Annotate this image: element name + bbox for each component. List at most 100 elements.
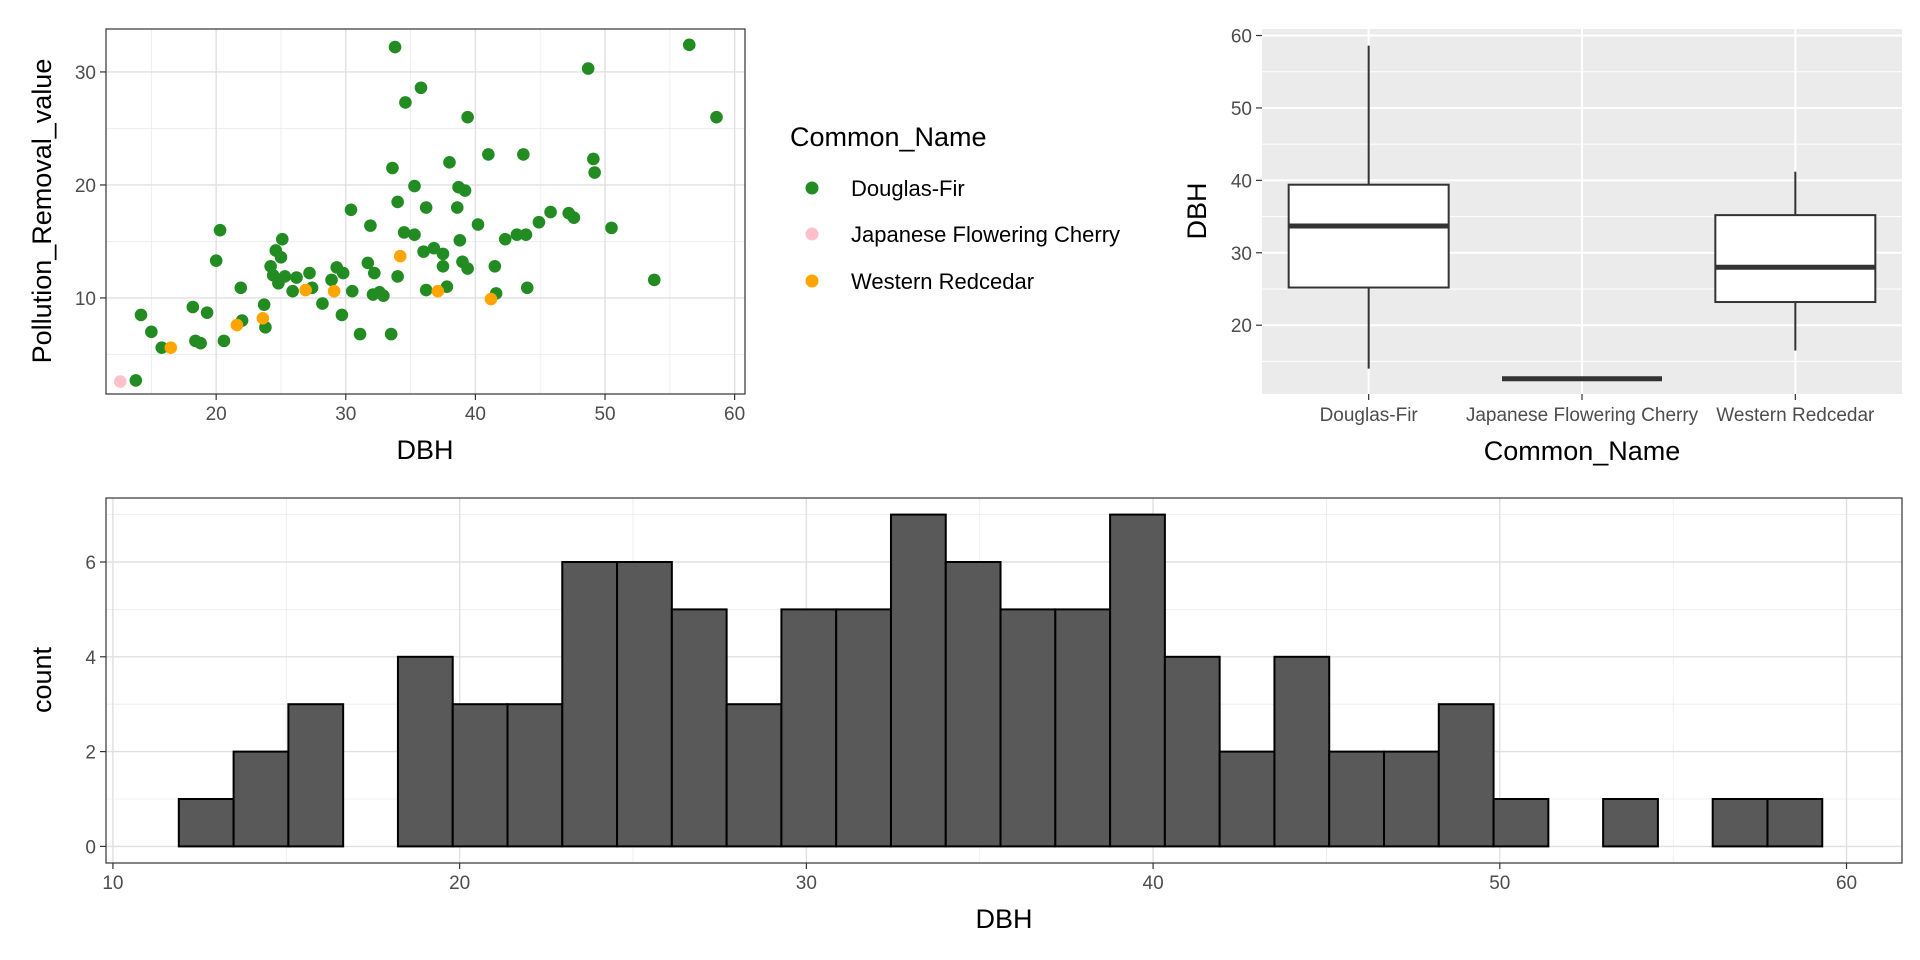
boxplot-y-axis-title: DBH bbox=[1182, 182, 1212, 239]
scatter-point-douglas-fir bbox=[364, 219, 377, 232]
scatter-point-douglas-fir bbox=[377, 289, 390, 302]
scatter-point-douglas-fir bbox=[257, 298, 271, 312]
legend-label-douglas-fir: Douglas-Fir bbox=[851, 176, 965, 201]
scatter-point-douglas-fir bbox=[186, 300, 200, 314]
legend-label-japanese-flowering-cherry: Japanese Flowering Cherry bbox=[851, 222, 1120, 247]
legend-item-western-redcedar: Western Redcedar bbox=[805, 269, 1034, 294]
scatter-point-douglas-fir bbox=[361, 256, 375, 270]
scatter-point-douglas-fir bbox=[217, 334, 231, 348]
scatter-panel-border bbox=[105, 28, 746, 395]
scatter-point-douglas-fir bbox=[234, 281, 248, 295]
scatter-point-douglas-fir bbox=[155, 341, 169, 354]
scatter-point-douglas-fir bbox=[145, 325, 158, 339]
legend-item-japanese-flowering-cherry: Japanese Flowering Cherry bbox=[805, 222, 1120, 247]
scatter-point-douglas-fir bbox=[605, 221, 618, 235]
legend-key-douglas-fir bbox=[805, 181, 819, 195]
boxplot-y-tick-label: 30 bbox=[1231, 244, 1252, 265]
histogram-bar bbox=[1383, 750, 1440, 848]
scatter-point-douglas-fir bbox=[209, 254, 223, 267]
scatter-point-douglas-fir bbox=[286, 284, 299, 298]
scatter-point-douglas-fir bbox=[682, 38, 696, 52]
boxplot-panel: 20 30 40 50 60 Douglas-Fir Japanese Flowering … bbox=[1182, 27, 1902, 466]
histogram-y-tick-label: 4 bbox=[85, 648, 96, 669]
scatter-point-douglas-fir bbox=[443, 156, 456, 169]
scatter-point-douglas-fir bbox=[213, 223, 227, 237]
scatter-x-tick-label: 40 bbox=[465, 404, 486, 425]
scatter-x-tick-label: 50 bbox=[594, 404, 615, 425]
scatter-point-douglas-fir bbox=[427, 241, 441, 255]
boxplot-x-tick-label: Douglas-Fir bbox=[1320, 405, 1419, 426]
histogram-panel: 10 20 30 40 50 60 0 2 4 6 DBH count bbox=[27, 497, 1903, 934]
legend-key-japanese-flowering-cherry bbox=[805, 227, 819, 241]
scatter-point-douglas-fir bbox=[461, 262, 474, 275]
histogram-y-tick-label: 0 bbox=[85, 837, 96, 858]
scatter-point-douglas-fir bbox=[647, 273, 661, 287]
scatter-point-douglas-fir bbox=[414, 81, 428, 95]
scatter-points bbox=[113, 38, 723, 388]
scatter-point-douglas-fir bbox=[498, 232, 512, 246]
histogram-bar bbox=[1218, 750, 1276, 848]
scatter-point-douglas-fir bbox=[368, 266, 381, 280]
scatter-point-douglas-fir bbox=[450, 201, 464, 214]
histogram-y-tick-label: 6 bbox=[85, 553, 96, 574]
scatter-point-douglas-fir bbox=[517, 148, 530, 161]
scatter-point-douglas-fir bbox=[388, 40, 402, 54]
histogram-x-tick-label: 20 bbox=[449, 873, 470, 894]
scatter-point-douglas-fir bbox=[335, 308, 349, 322]
scatter-point-douglas-fir bbox=[567, 211, 581, 225]
scatter-x-tick-label: 60 bbox=[724, 404, 745, 425]
scatter-point-douglas-fir bbox=[336, 266, 350, 280]
histogram-bar bbox=[451, 703, 509, 848]
scatter-point-douglas-fir bbox=[345, 284, 359, 298]
legend-label-western-redcedar: Western Redcedar bbox=[851, 269, 1034, 294]
scatter-point-japanese-flowering-cherry bbox=[113, 375, 127, 388]
histogram-bar bbox=[1163, 655, 1221, 848]
scatter-point-douglas-fir bbox=[710, 110, 723, 124]
scatter-point-douglas-fir bbox=[278, 270, 292, 283]
scatter-point-douglas-fir bbox=[488, 260, 502, 273]
scatter-point-douglas-fir bbox=[275, 232, 289, 246]
scatter-point-douglas-fir bbox=[391, 195, 404, 209]
scatter-point-douglas-fir bbox=[391, 270, 404, 283]
boxplot-x-axis-title: Common_Name bbox=[1484, 436, 1681, 466]
boxplot-y-tick-label: 50 bbox=[1231, 99, 1252, 120]
scatter-y-tick-label: 10 bbox=[75, 289, 96, 310]
histogram-bar bbox=[780, 608, 838, 848]
scatter-point-western-redcedar bbox=[230, 318, 244, 332]
scatter-point-douglas-fir bbox=[353, 327, 367, 341]
histogram-bar bbox=[1054, 608, 1112, 848]
scatter-point-douglas-fir bbox=[453, 234, 467, 247]
legend-key-western-redcedar bbox=[805, 274, 819, 288]
histogram-bars bbox=[177, 513, 1824, 848]
scatter-point-western-redcedar bbox=[484, 292, 498, 306]
histogram-bar bbox=[506, 703, 564, 848]
boxplot-y-tick-label: 60 bbox=[1231, 27, 1252, 48]
histogram-bar bbox=[1109, 513, 1166, 848]
scatter-point-douglas-fir bbox=[397, 226, 411, 239]
boxplot-y-tick-label: 40 bbox=[1231, 171, 1252, 192]
histogram-bar bbox=[1766, 798, 1824, 848]
histogram-y-tick-label: 2 bbox=[85, 743, 96, 764]
scatter-point-douglas-fir bbox=[316, 297, 329, 310]
scatter-point-western-redcedar bbox=[164, 341, 178, 354]
scatter-point-douglas-fir bbox=[408, 179, 421, 193]
scatter-point-douglas-fir bbox=[200, 306, 214, 319]
histogram-bar bbox=[616, 560, 673, 848]
scatter-axes: 20 30 40 50 60 10 20 30 bbox=[75, 63, 745, 425]
histogram-bar bbox=[1328, 750, 1386, 848]
histogram-axes: 10 20 30 40 50 60 0 2 4 6 bbox=[85, 553, 1857, 894]
scatter-point-douglas-fir bbox=[194, 336, 207, 350]
scatter-point-douglas-fir bbox=[587, 152, 600, 166]
scatter-point-douglas-fir bbox=[290, 271, 303, 284]
scatter-point-douglas-fir bbox=[581, 62, 595, 75]
histogram-bar bbox=[561, 560, 619, 848]
scatter-point-douglas-fir bbox=[471, 218, 485, 231]
histogram-bar bbox=[1602, 798, 1659, 848]
histogram-panel-border bbox=[105, 497, 1903, 864]
scatter-point-douglas-fir bbox=[482, 148, 495, 161]
scatter-point-douglas-fir bbox=[274, 250, 288, 264]
scatter-point-douglas-fir bbox=[458, 184, 472, 197]
histogram-x-tick-label: 10 bbox=[102, 873, 123, 894]
histogram-x-tick-label: 30 bbox=[796, 873, 817, 894]
histogram-bar bbox=[944, 560, 1002, 848]
